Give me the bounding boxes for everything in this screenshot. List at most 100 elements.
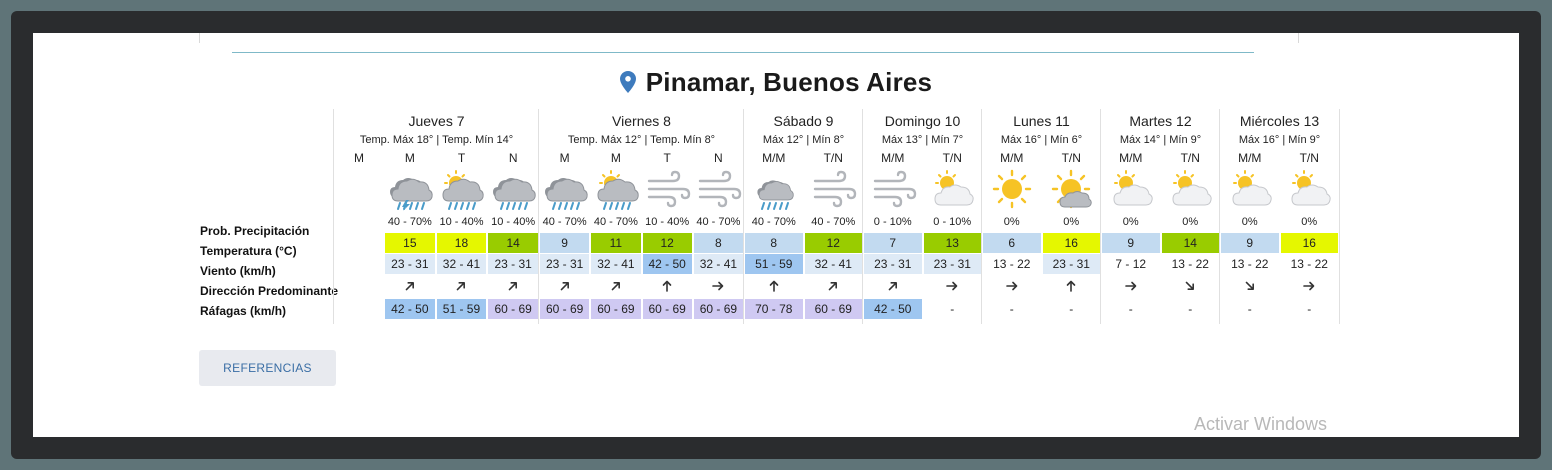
wind-speed-cell: 23 - 31 [923, 254, 981, 274]
day-temp-range: Temp. Máx 12° | Temp. Mín 8° [567, 134, 716, 146]
divider [199, 33, 200, 43]
forecast-period: T 10 - 40% 12 42 - 50 60 - 69 [642, 109, 693, 324]
period-label: M/M [881, 151, 905, 165]
sun-cloud-icon [1047, 167, 1095, 211]
wind-direction-arrow-icon [1102, 275, 1160, 297]
wind-speed-cell: 32 - 41 [804, 254, 862, 274]
forecast-period: T 10 - 40% 18 32 - 41 51 - 59 [436, 109, 488, 324]
wind-gust-cell: 42 - 50 [864, 299, 922, 319]
day-name: Martes 12 [1129, 113, 1192, 129]
temperature-cell: 12 [642, 233, 692, 253]
day-temp-range: Máx 12° | Mín 8° [762, 134, 845, 146]
wind-direction-arrow-icon [1162, 275, 1220, 297]
wind-gust-cell: - [1042, 299, 1100, 319]
wind-direction-arrow-icon [924, 275, 982, 297]
wind-direction-arrow-icon [1221, 275, 1279, 297]
period-label: T/N [1299, 151, 1319, 165]
period-label: M/M [1119, 151, 1143, 165]
wind-direction-arrow-icon [864, 275, 922, 297]
wind-gust-cell: - [1280, 299, 1338, 319]
forecast-period: M/M 0% 6 13 - 22 - [982, 109, 1042, 324]
wind-direction-arrow-icon [540, 275, 589, 297]
row-label-precipitation: Prob. Precipitación [200, 224, 310, 238]
partly-cloudy-icon [928, 167, 976, 211]
precipitation-probability: 0% [1301, 216, 1318, 228]
wind-direction-arrow-icon [488, 275, 538, 297]
period-label: M [559, 151, 570, 165]
wind-direction-arrow-icon [745, 275, 803, 297]
forecast-period: M 40 - 70% 11 32 - 41 60 - 69 [590, 109, 641, 324]
day-name: Domingo 10 [884, 113, 961, 129]
partly-cloudy-icon [1107, 167, 1155, 211]
period-label: M [404, 151, 415, 165]
partly-cloudy-icon [1166, 167, 1214, 211]
forecast-day: Jueves 7 Temp. Máx 18° | Temp. Mín 14° M M 4… [333, 109, 539, 324]
temperature-cell: 13 [923, 233, 981, 253]
wind-speed-cell: 42 - 50 [642, 254, 692, 274]
precipitation-probability: 40 - 70% [593, 216, 638, 228]
wind-speed-cell: 23 - 31 [1042, 254, 1100, 274]
top-separator [232, 52, 1254, 53]
precipitation-probability: 0% [1182, 216, 1199, 228]
wind-speed-cell: 51 - 59 [745, 254, 803, 274]
forecast-period: M/M 40 - 70% 8 51 - 59 70 - 78 [744, 109, 804, 324]
row-label-temperature: Temperatura (°C) [200, 244, 297, 258]
wind-gust-cell: - [1102, 299, 1160, 319]
temperature-cell: 16 [1042, 233, 1100, 253]
precipitation-probability: 0% [1003, 216, 1020, 228]
wind-gust-cell: 60 - 69 [540, 299, 590, 319]
wind-speed-cell: 23 - 31 [385, 254, 435, 274]
wind-gust-cell: 60 - 69 [591, 299, 641, 319]
forecast-period: T/N 0 - 10% 13 23 - 31 - [923, 109, 983, 324]
wind-gust-cell: 70 - 78 [745, 299, 803, 319]
wind-icon [809, 167, 857, 211]
wind-gust-cell: - [983, 299, 1041, 319]
wind-speed-cell: 13 - 22 [1221, 254, 1279, 274]
references-button[interactable]: REFERENCIAS [199, 350, 336, 386]
precipitation-probability: 0% [1122, 216, 1139, 228]
wind-speed-cell: 32 - 41 [591, 254, 641, 274]
wind-speed-cell: 23 - 31 [540, 254, 590, 274]
wind-gust-cell: 60 - 69 [804, 299, 862, 319]
temperature-cell: 18 [436, 233, 487, 253]
period-label: N [714, 151, 723, 165]
wind-direction-arrow-icon [591, 275, 640, 297]
forecast-period: T/N 0% 16 13 - 22 - [1280, 109, 1340, 324]
wind-direction-arrow-icon [385, 275, 435, 297]
temperature-cell: 6 [983, 233, 1041, 253]
divider [1298, 33, 1299, 43]
temperature-cell: 9 [1221, 233, 1279, 253]
browser-viewport: Pinamar, Buenos Aires Prob. Precipitació… [33, 33, 1519, 437]
period-label: T/N [823, 151, 843, 165]
wind-speed-cell: 32 - 41 [436, 254, 487, 274]
precipitation-probability: 40 - 70% [387, 216, 432, 228]
forecast-period: M 40 - 70% 9 23 - 31 60 - 69 [539, 109, 590, 324]
row-label-direction: Dirección Predominante [200, 284, 339, 298]
temperature-cell: 14 [488, 233, 538, 253]
row-label-gusts: Ráfagas (km/h) [200, 304, 287, 318]
row-label-wind: Viento (km/h) [200, 264, 276, 278]
forecast-period: T/N 0% 14 13 - 22 - [1161, 109, 1221, 324]
temperature-cell: 16 [1280, 233, 1338, 253]
wind-direction-arrow-icon [1281, 275, 1339, 297]
period-label: M/M [1000, 151, 1024, 165]
wind-direction-arrow-icon [643, 275, 692, 297]
wind-direction-arrow-icon [437, 275, 487, 297]
precipitation-probability: 0% [1241, 216, 1258, 228]
wind-speed-cell: 32 - 41 [693, 254, 743, 274]
forecast-period: N 10 - 40% 14 23 - 31 60 - 69 [487, 109, 539, 324]
precipitation-probability: 40 - 70% [696, 216, 741, 228]
wind-direction-arrow-icon [805, 275, 863, 297]
period-label: T/N [942, 151, 962, 165]
forecast-day: Miércoles 13 Máx 16° | Mín 9° M/M 0% 9 13 - 2… [1219, 109, 1340, 324]
forecast-period: M [334, 109, 384, 324]
forecast-period: T/N 40 - 70% 12 32 - 41 60 - 69 [804, 109, 864, 324]
period-label: T/N [1180, 151, 1200, 165]
sun-cloud-rain-icon [437, 167, 485, 211]
precipitation-probability: 40 - 70% [542, 216, 587, 228]
wind-gust-cell: 60 - 69 [693, 299, 743, 319]
location-pin-icon [619, 71, 636, 93]
day-name: Jueves 7 [408, 113, 465, 129]
precipitation-probability: 10 - 40% [491, 216, 536, 228]
